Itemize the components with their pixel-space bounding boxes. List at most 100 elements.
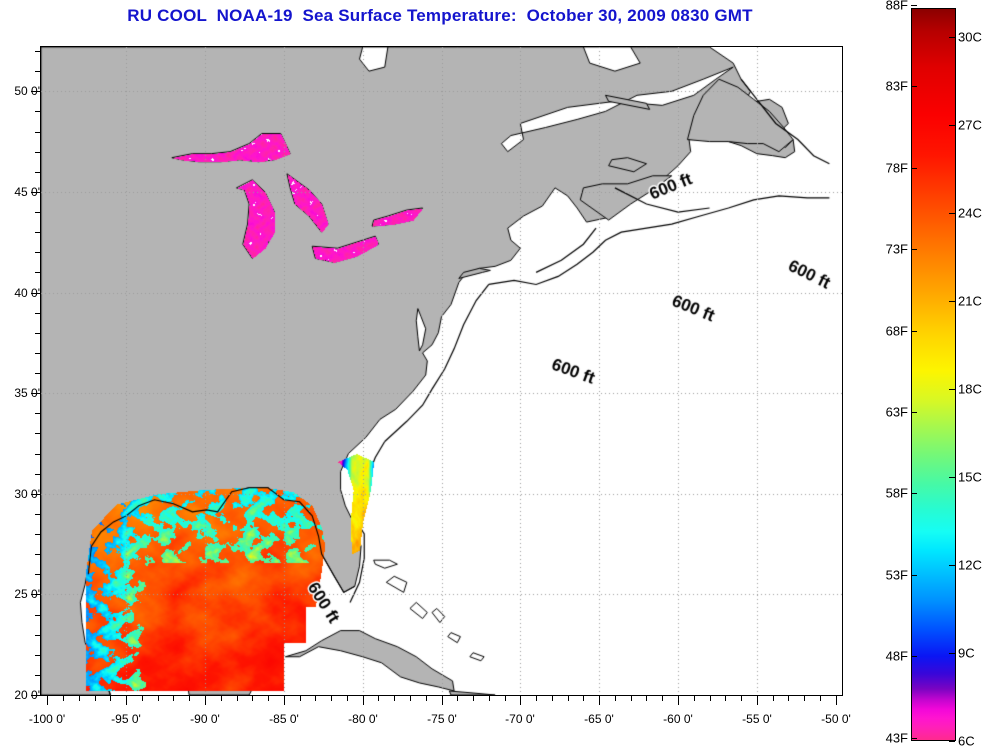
x-axis-minor-tick [394, 696, 395, 701]
x-axis-major-tick [126, 696, 127, 705]
x-axis-major-tick [47, 696, 48, 705]
y-axis-minor-tick [35, 252, 40, 253]
y-axis-major-tick [31, 393, 40, 394]
colorbar-tick-fahrenheit [911, 86, 917, 87]
colorbar-tick-fahrenheit [911, 5, 917, 6]
x-axis-label: -90 0' [190, 712, 220, 726]
x-axis-minor-tick [300, 696, 301, 701]
y-axis-minor-tick [35, 615, 40, 616]
x-axis-minor-tick [331, 696, 332, 701]
colorbar-tick-celsius [949, 653, 955, 654]
x-axis-minor-tick [457, 696, 458, 701]
x-axis-minor-tick [158, 696, 159, 701]
y-axis-minor-tick [35, 212, 40, 213]
colorbar-tick-celsius [949, 565, 955, 566]
x-axis-label: -50 0' [821, 712, 851, 726]
colorbar-label-fahrenheit: 88F [885, 0, 908, 13]
y-axis-minor-tick [35, 554, 40, 555]
y-axis-minor-tick [35, 433, 40, 434]
y-axis-minor-tick [35, 635, 40, 636]
colorbar-label-celsius: 6C [958, 733, 975, 749]
y-axis-minor-tick [35, 71, 40, 72]
x-axis-minor-tick [505, 696, 506, 701]
colorbar-label-celsius: 18C [958, 381, 982, 397]
x-axis-minor-tick [725, 696, 726, 701]
page-title: RU COOL NOAA-19 Sea Surface Temperature:… [127, 6, 753, 25]
x-axis-label: -75 0' [427, 712, 457, 726]
x-axis-minor-tick [662, 696, 663, 701]
x-axis-label: -70 0' [505, 712, 535, 726]
colorbar-label-celsius: 12C [958, 557, 982, 573]
x-axis-minor-tick [552, 696, 553, 701]
x-axis-minor-tick [268, 696, 269, 701]
x-axis-major-tick [205, 696, 206, 705]
colorbar-label-fahrenheit: 53F [885, 567, 908, 583]
colorbar-gradient [911, 8, 956, 741]
x-axis-label: -80 0' [348, 712, 378, 726]
colorbar-tick-celsius [949, 213, 955, 214]
colorbar-label-celsius: 27C [958, 117, 982, 133]
x-axis-minor-tick [773, 696, 774, 701]
y-axis-major-tick [31, 192, 40, 193]
colorbar-tick-fahrenheit [911, 656, 917, 657]
x-axis-major-tick [520, 696, 521, 705]
colorbar-label-fahrenheit: 43F [885, 730, 908, 746]
x-axis-minor-tick [252, 696, 253, 701]
x-axis-minor-tick [489, 696, 490, 701]
x-axis-minor-tick [710, 696, 711, 701]
x-axis-major-tick [599, 696, 600, 705]
x-axis-label: -85 0' [269, 712, 299, 726]
x-axis-label: -55 0' [742, 712, 772, 726]
x-axis-minor-tick [788, 696, 789, 701]
x-axis-minor-tick [110, 696, 111, 701]
y-axis-minor-tick [35, 333, 40, 334]
x-axis-minor-tick [142, 696, 143, 701]
colorbar-tick-celsius [949, 301, 955, 302]
y-axis-label: 30 0' [14, 487, 40, 501]
y-axis-minor-tick [35, 373, 40, 374]
x-axis-minor-tick [536, 696, 537, 701]
colorbar-tick-celsius [949, 389, 955, 390]
y-axis-minor-tick [35, 353, 40, 354]
x-axis-major-tick [836, 696, 837, 705]
y-axis-minor-tick [35, 51, 40, 52]
colorbar-tick-celsius [949, 125, 955, 126]
x-axis-major-tick [442, 696, 443, 705]
y-axis-minor-tick [35, 152, 40, 153]
colorbar-celsius-labels: 30C 27C 24C 21C 18C 15C 12C 9C 6C [958, 0, 984, 754]
x-axis-minor-tick [820, 696, 821, 701]
colorbar-label-fahrenheit: 68F [885, 323, 908, 339]
colorbar-tick-celsius [949, 741, 955, 742]
x-axis-minor-tick [646, 696, 647, 701]
y-axis-minor-tick [35, 534, 40, 535]
y-axis-major-tick [31, 594, 40, 595]
x-axis-minor-tick [694, 696, 695, 701]
x-axis-label: -100 0' [28, 712, 66, 726]
x-axis-major-tick [284, 696, 285, 705]
map-plot-area[interactable] [40, 46, 843, 696]
colorbar-tick-fahrenheit [911, 493, 917, 494]
x-axis-minor-tick [221, 696, 222, 701]
y-axis-label: 50 0' [14, 84, 40, 98]
x-axis-minor-tick [741, 696, 742, 701]
y-axis-label: 25 0' [14, 587, 40, 601]
y-axis-minor-tick [35, 454, 40, 455]
x-axis-major-tick [757, 696, 758, 705]
x-axis-minor-tick [315, 696, 316, 701]
colorbar-tick-fahrenheit [911, 249, 917, 250]
x-axis-minor-tick [63, 696, 64, 701]
y-axis-minor-tick [35, 132, 40, 133]
x-axis-minor-tick [237, 696, 238, 701]
colorbar-tick-fahrenheit [911, 412, 917, 413]
x-axis-minor-tick [95, 696, 96, 701]
colorbar-label-fahrenheit: 78F [885, 160, 908, 176]
colorbar-label-fahrenheit: 83F [885, 78, 908, 94]
x-axis-minor-tick [568, 696, 569, 701]
y-axis-minor-tick [35, 413, 40, 414]
y-axis-minor-tick [35, 313, 40, 314]
y-axis-major-tick [31, 91, 40, 92]
sst-map-canvas[interactable] [41, 47, 842, 695]
colorbar-label-celsius: 9C [958, 645, 975, 661]
colorbar-label-celsius: 15C [958, 469, 982, 485]
